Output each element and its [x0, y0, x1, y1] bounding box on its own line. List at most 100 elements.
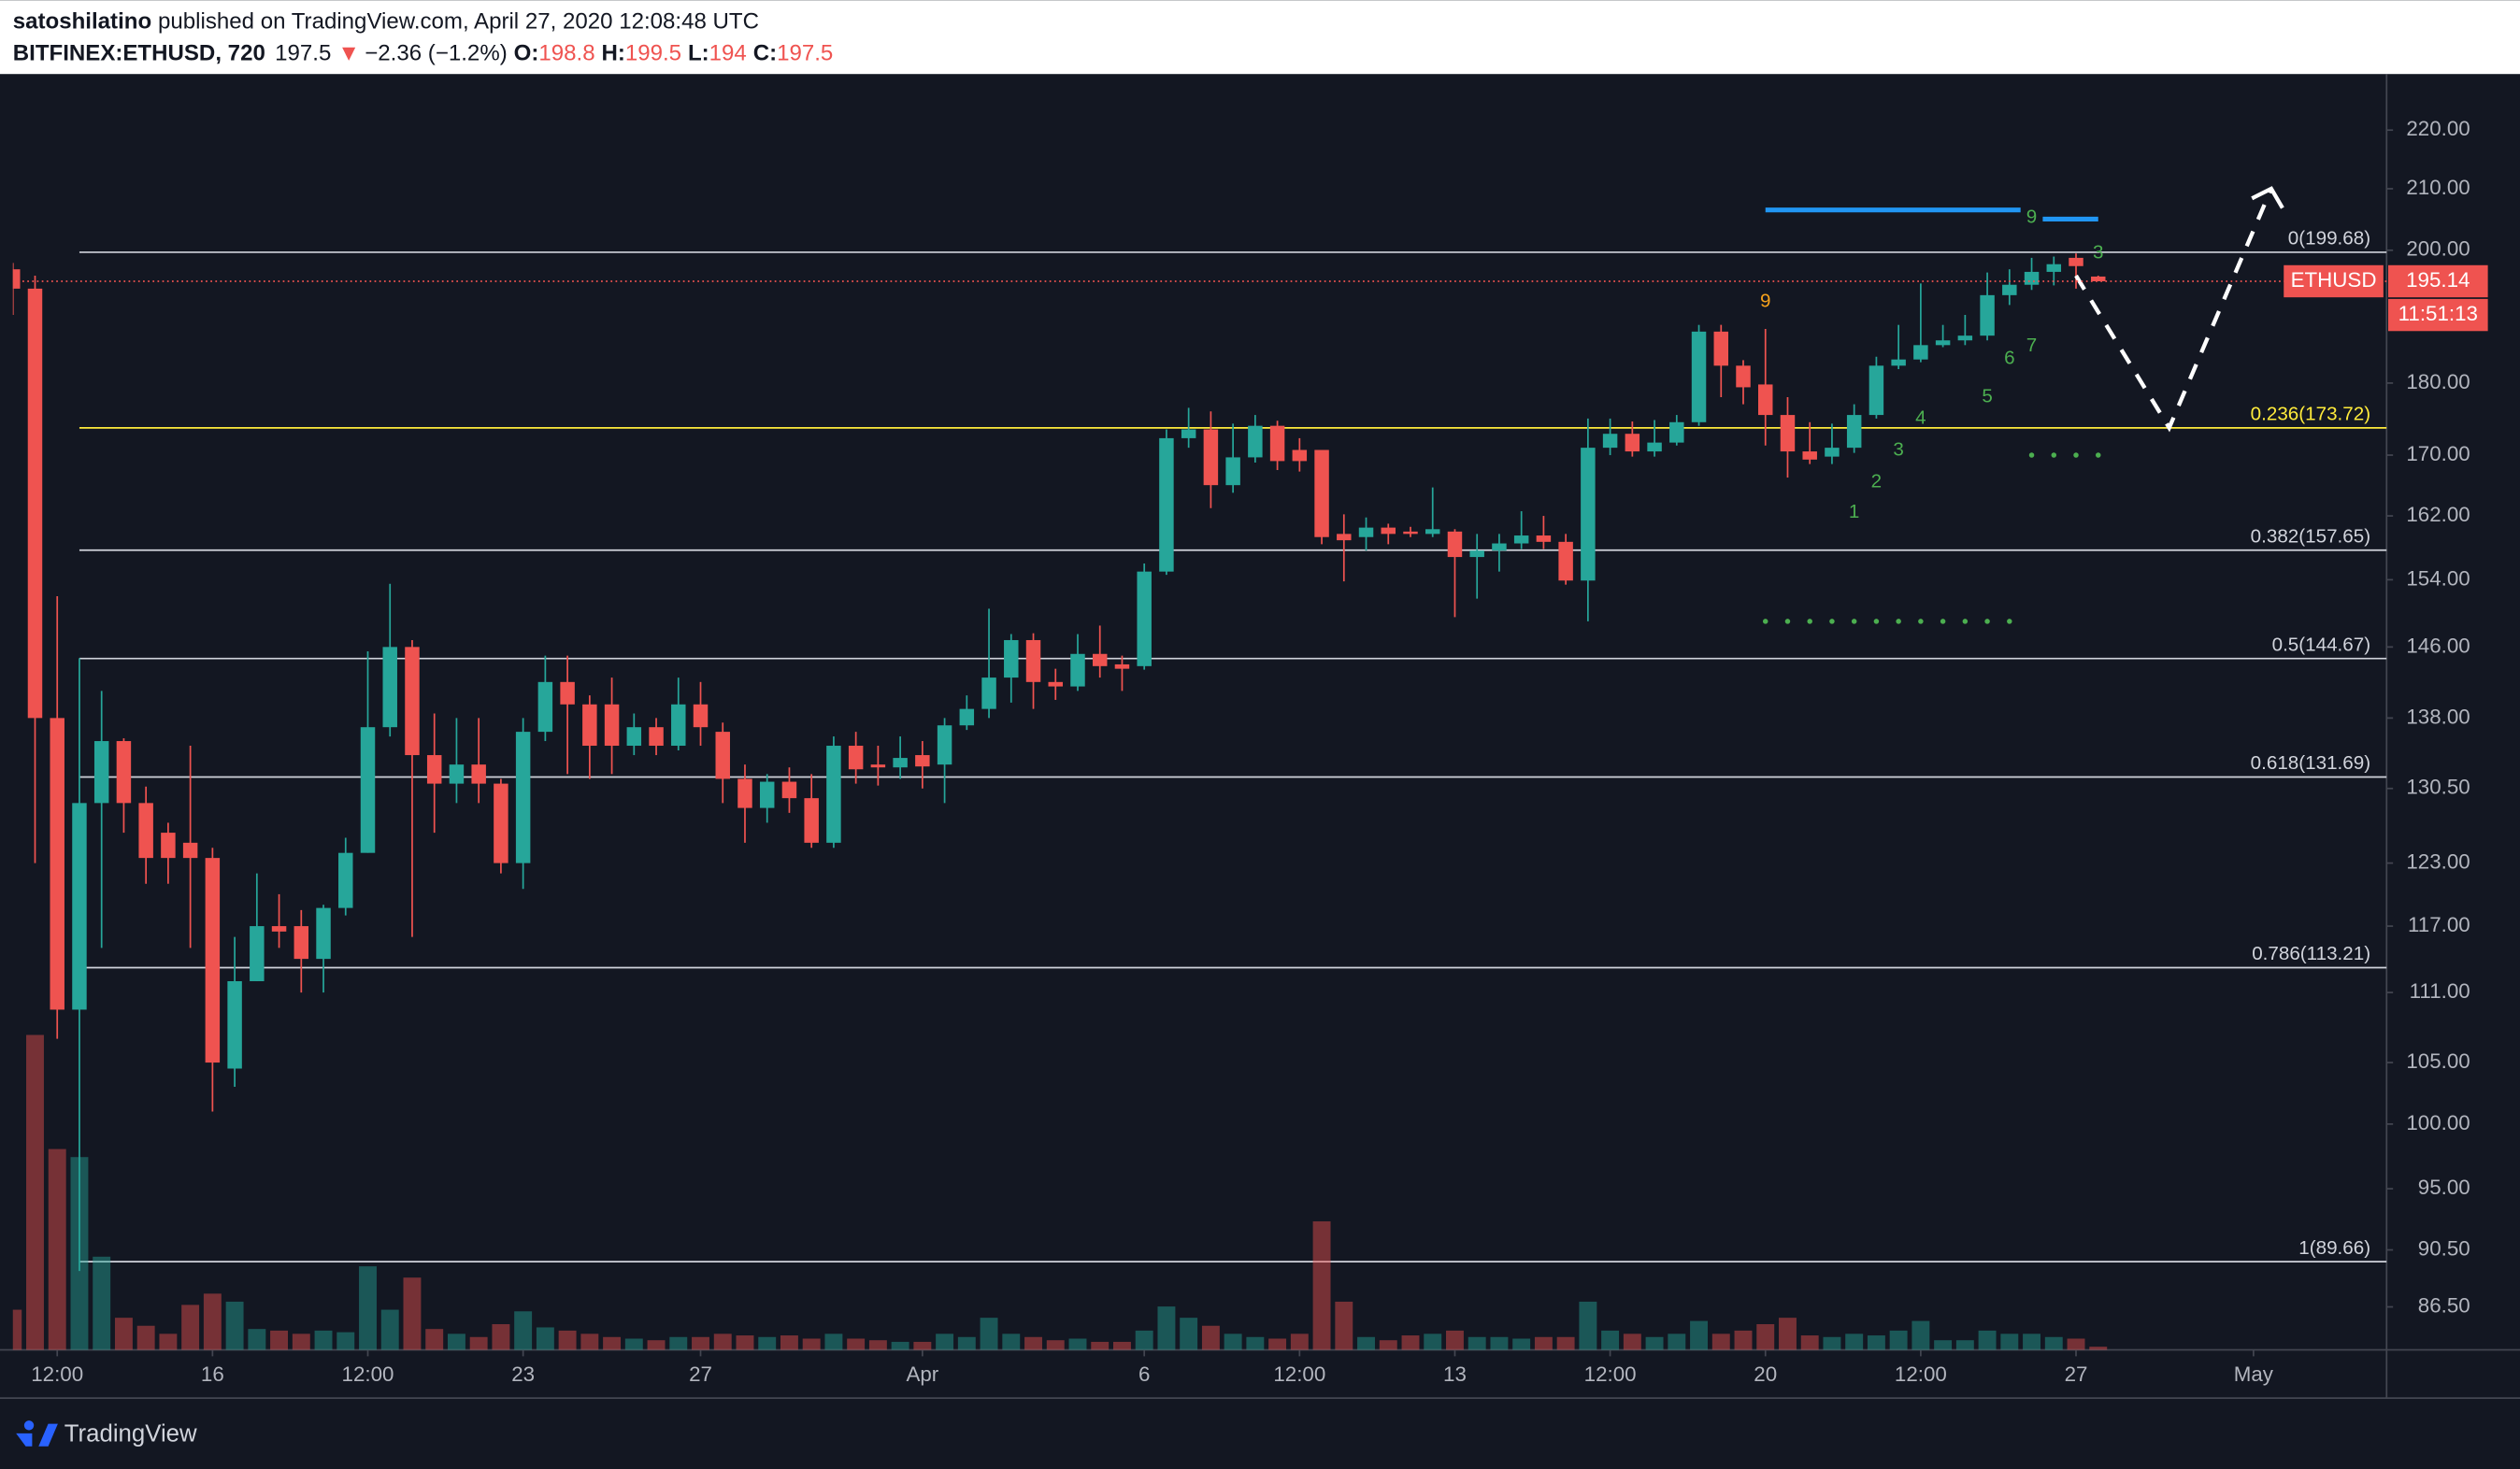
candle-body [161, 833, 176, 859]
candle-body [1159, 437, 1174, 572]
y-tick-label: 180.00 [2406, 370, 2470, 393]
candle-body [915, 755, 930, 767]
candle-body [116, 741, 132, 804]
volume-bar [93, 1256, 111, 1350]
volume-bar [736, 1335, 754, 1350]
candle-body [1004, 639, 1019, 678]
c-value: 197.5 [777, 41, 833, 66]
volume-bar [1534, 1336, 1553, 1350]
volume-bar [336, 1332, 355, 1350]
volume-bar [824, 1334, 843, 1350]
candle-body [316, 907, 331, 960]
volume-bar [558, 1330, 577, 1350]
volume-bar [1911, 1320, 1930, 1350]
volume-bar [270, 1330, 289, 1350]
candle-body [737, 778, 752, 808]
candle-body [804, 798, 819, 843]
candle-body [294, 926, 309, 960]
fib-label: 0.618(131.69) [2251, 752, 2370, 774]
volume-bar [469, 1336, 488, 1350]
candle-body [1869, 365, 1884, 416]
candle-body [1625, 434, 1640, 452]
volume-bar [1579, 1301, 1597, 1350]
volume-bar [1157, 1306, 1176, 1350]
candle-body [1935, 340, 1951, 346]
o-value: 198.8 [538, 41, 594, 66]
candle-body [1758, 384, 1773, 416]
volume-bar [758, 1336, 777, 1350]
candle-body [1581, 448, 1596, 581]
signal-dot [1784, 619, 1791, 624]
volume-bar [492, 1324, 510, 1350]
candle-body [1358, 527, 1374, 537]
candle-body [1780, 415, 1796, 452]
y-tick-label: 146.00 [2406, 634, 2470, 657]
volume-bar [868, 1340, 887, 1350]
volume-bar [891, 1341, 909, 1350]
volume-bar [1112, 1341, 1131, 1350]
fib-label: 0.236(173.72) [2251, 404, 2370, 425]
volume-bar [2023, 1334, 2041, 1350]
candle-body [405, 647, 420, 756]
candle-body [649, 727, 664, 747]
volume-bar [580, 1334, 599, 1350]
signal-dot [2051, 452, 2057, 458]
header-line-2: BITFINEX:ETHUSD, 720 197.5 ▼ −2.36 (−1.2%) O… [13, 41, 834, 66]
candle-body [1092, 653, 1108, 666]
candle-body [1292, 449, 1308, 462]
volume-bar [514, 1311, 533, 1350]
volume-bar [1978, 1330, 1997, 1350]
volume-bar [1068, 1338, 1087, 1350]
candle-body [959, 708, 975, 726]
x-tick-label: Apr [906, 1362, 938, 1386]
y-tick-label: 117.00 [2408, 913, 2470, 936]
y-tick-label: 105.00 [2406, 1049, 2470, 1073]
volume-bar [136, 1325, 155, 1350]
signal-dot [1984, 619, 1990, 624]
signal-dot [1807, 619, 1812, 624]
candle-body [1736, 365, 1751, 388]
volume-bar [1668, 1334, 1686, 1350]
volume-bar [1002, 1334, 1021, 1350]
y-tick-label: 154.00 [2406, 566, 2470, 590]
candle-body [50, 718, 64, 1010]
volume-bar [1800, 1335, 1819, 1350]
volume-bar [669, 1336, 688, 1350]
candle-body [1025, 639, 1041, 682]
candle-body [1846, 415, 1862, 449]
candle-body [826, 746, 841, 843]
author: satoshilatino [13, 9, 151, 35]
volume-bar [1091, 1341, 1110, 1350]
candle-body [1248, 425, 1263, 458]
y-tick-label: 170.00 [2406, 442, 2470, 465]
candle-body [515, 732, 531, 863]
fib-label: 0.5(144.67) [2272, 634, 2371, 655]
candle-body [1957, 335, 1973, 341]
candle-body [1314, 449, 1329, 537]
candle-body [870, 764, 886, 768]
x-tick-label: 12:00 [31, 1362, 83, 1386]
x-tick-label: 27 [689, 1362, 712, 1386]
td-label: 9 [2026, 207, 2037, 228]
signal-dot [1940, 619, 1946, 624]
td-label: 4 [1915, 406, 1926, 428]
candle-body [1469, 550, 1484, 558]
candle-body [848, 746, 864, 770]
signal-dot [2073, 452, 2079, 458]
volume-bar [1711, 1334, 1730, 1350]
candle-body [360, 727, 376, 853]
volume-bar [1246, 1336, 1265, 1350]
price-label: 195.14 [2406, 268, 2470, 292]
volume-bar [1734, 1330, 1753, 1350]
candle-body [626, 727, 642, 747]
candle-body [1647, 442, 1662, 452]
candle-body [1513, 535, 1529, 544]
candle-body [250, 926, 265, 981]
volume-bar [1645, 1336, 1664, 1350]
candle-body [227, 980, 242, 1069]
volume-bar [780, 1335, 798, 1350]
candle-body [1181, 429, 1196, 438]
candle-body [1536, 535, 1552, 542]
symbol-label: ETHUSD [2291, 268, 2377, 292]
candle-body [1891, 359, 1906, 366]
